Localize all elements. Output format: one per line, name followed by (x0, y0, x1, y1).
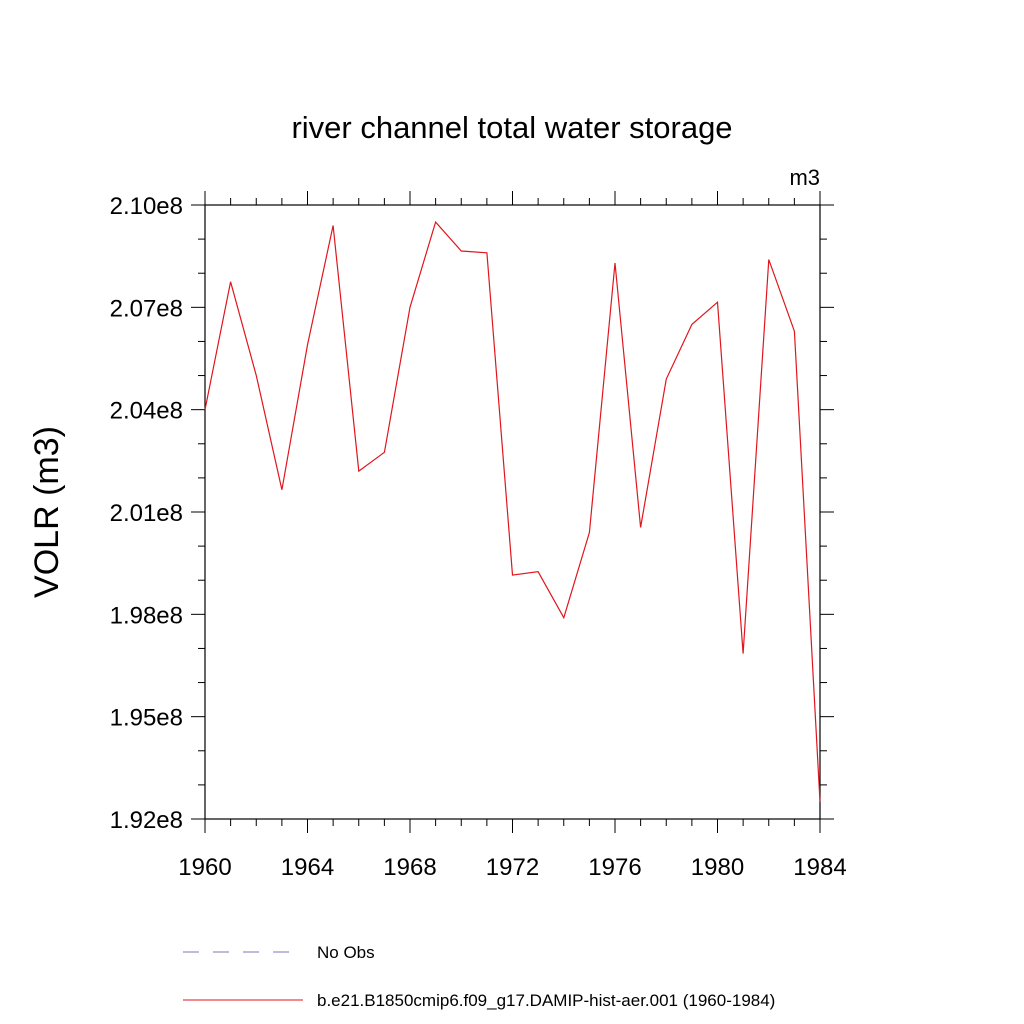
y-tick-label: 2.07e8 (110, 295, 183, 322)
x-axis-ticks: 1960 1964 1968 1972 1976 1980 1984 (178, 191, 847, 881)
chart-title: river channel total water storage (291, 110, 732, 145)
y-tick-label: 2.04e8 (110, 398, 183, 425)
x-tick-label: 1968 (383, 854, 436, 881)
x-tick-label: 1964 (281, 854, 334, 881)
series-lines (204, 220, 821, 802)
plot-frame (204, 204, 821, 820)
x-tick-label: 1984 (793, 854, 846, 881)
y-tick-label: 2.01e8 (110, 500, 183, 527)
legend-label: b.e21.B1850cmip6.f09_g17.DAMIP-hist-aer.… (317, 991, 775, 1010)
legend: No Obs b.e21.B1850cmip6.f09_g17.DAMIP-his… (183, 943, 775, 1010)
x-tick-label: 1976 (588, 854, 641, 881)
units-label: m3 (789, 165, 820, 190)
y-axis-ticks: 1.92e8 1.95e8 1.98e8 2.01e8 2.04e8 2.07e8 2.10… (110, 193, 834, 834)
x-tick-label: 1972 (486, 854, 539, 881)
y-axis-label: VOLR (m3) (28, 426, 66, 598)
x-tick-label: 1960 (178, 854, 231, 881)
y-tick-label: 2.10e8 (110, 193, 183, 220)
y-tick-label: 1.92e8 (110, 807, 183, 834)
series-line-0 (204, 220, 821, 802)
y-tick-label: 1.95e8 (110, 705, 183, 732)
x-tick-label: 1980 (691, 854, 744, 881)
legend-label: No Obs (317, 943, 375, 962)
y-tick-label: 1.98e8 (110, 602, 183, 629)
